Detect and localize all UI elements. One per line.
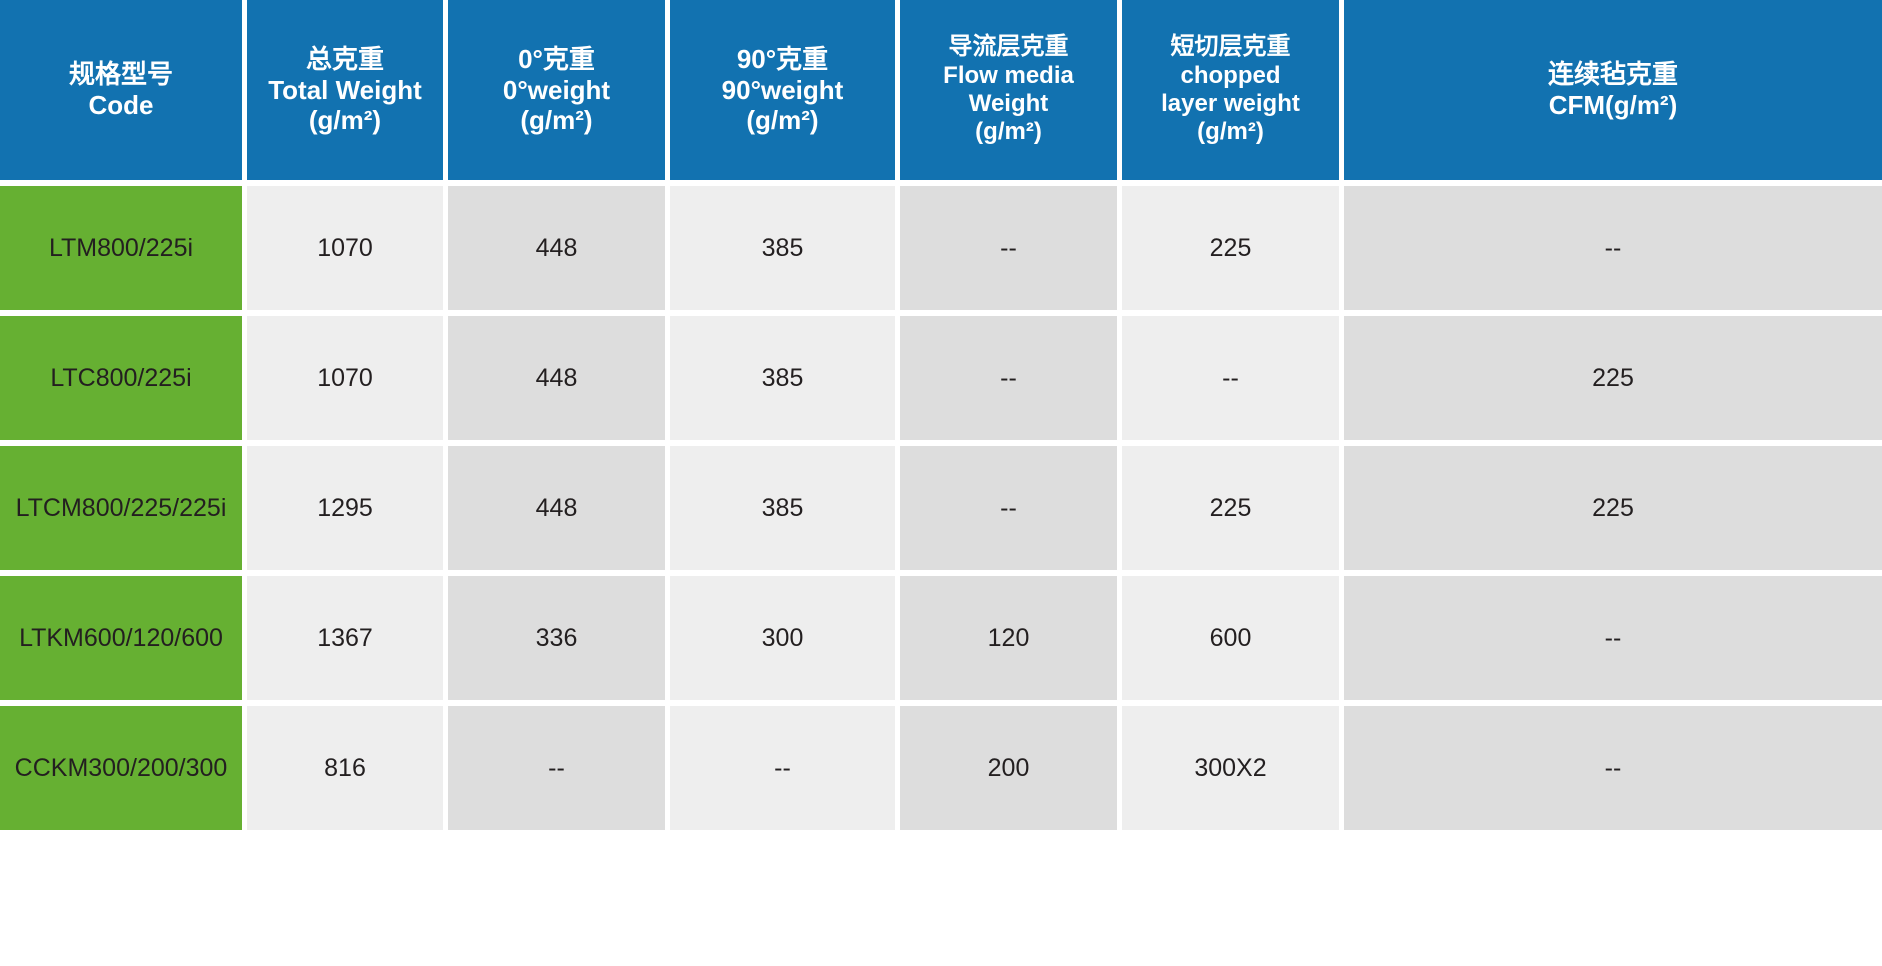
cell-code: LTC800/225i	[0, 316, 247, 446]
cell-chopped-layer-weight: 300X2	[1122, 706, 1344, 836]
column-header-90deg-weight-line-2: 90°weight	[721, 74, 844, 105]
cell-chopped-layer-weight: 225	[1122, 446, 1344, 576]
cell-0deg-weight: 448	[448, 446, 670, 576]
column-header-chopped-layer-weight: 短切层克重 chopped layer weight (g/m²)	[1122, 0, 1344, 186]
cell-flow-media-weight: --	[900, 316, 1122, 446]
column-header-flow-media-weight-line-1: 导流层克重	[948, 33, 1069, 61]
cell-total-weight: 816	[247, 706, 448, 836]
column-header-0deg-weight: 0°克重 0°weight (g/m²)	[448, 0, 670, 186]
table-row: LTC800/225i 1070 448 385 -- -- 225	[0, 316, 1882, 446]
cell-90deg-weight: 300	[670, 576, 900, 706]
table-header: 规格型号 Code 总克重 Total Weight (g/m²) 0°克重 0…	[0, 0, 1882, 186]
column-header-cfm-line-1: 连续毡克重	[1547, 59, 1678, 90]
column-header-flow-media-weight-line-3: Weight	[968, 90, 1049, 117]
cell-0deg-weight: 448	[448, 316, 670, 446]
cell-chopped-layer-weight: --	[1122, 316, 1344, 446]
column-header-90deg-weight: 90°克重 90°weight (g/m²)	[670, 0, 900, 186]
cell-90deg-weight: 385	[670, 316, 900, 446]
column-header-0deg-weight-line-1: 0°克重	[518, 43, 595, 74]
table-row: LTCM800/225/225i 1295 448 385 -- 225 225	[0, 446, 1882, 576]
column-header-flow-media-weight-line-4: (g/m²)	[975, 118, 1042, 146]
cell-cfm: --	[1344, 186, 1882, 316]
column-header-code: 规格型号 Code	[0, 0, 247, 186]
cell-90deg-weight: --	[670, 706, 900, 836]
cell-0deg-weight: 448	[448, 186, 670, 316]
cell-cfm: 225	[1344, 316, 1882, 446]
table-row: CCKM300/200/300 816 -- -- 200 300X2 --	[0, 706, 1882, 836]
column-header-total-weight-line-1: 总克重	[305, 43, 384, 74]
cell-flow-media-weight: --	[900, 186, 1122, 316]
column-header-chopped-layer-weight-line-3: layer weight	[1161, 90, 1300, 117]
column-header-cfm-line-2: CFM(g/m²)	[1548, 90, 1678, 120]
column-header-total-weight-line-3: (g/m²)	[308, 105, 382, 136]
column-header-90deg-weight-line-1: 90°克重	[736, 43, 829, 74]
table-body: LTM800/225i 1070 448 385 -- 225 -- LTC80…	[0, 186, 1882, 836]
column-header-code-line-1: 规格型号	[68, 59, 173, 90]
cell-flow-media-weight: 200	[900, 706, 1122, 836]
column-header-total-weight-line-2: Total Weight	[268, 74, 422, 105]
cell-total-weight: 1367	[247, 576, 448, 706]
column-header-chopped-layer-weight-line-1: 短切层克重	[1170, 33, 1291, 61]
column-header-90deg-weight-line-3: (g/m²)	[746, 105, 819, 136]
column-header-total-weight: 总克重 Total Weight (g/m²)	[247, 0, 448, 186]
header-row: 规格型号 Code 总克重 Total Weight (g/m²) 0°克重 0…	[0, 0, 1882, 186]
cell-code: CCKM300/200/300	[0, 706, 247, 836]
cell-total-weight: 1295	[247, 446, 448, 576]
column-header-chopped-layer-weight-line-4: (g/m²)	[1197, 118, 1264, 146]
column-header-code-line-2: Code	[88, 90, 154, 120]
cell-cfm: 225	[1344, 446, 1882, 576]
cell-flow-media-weight: 120	[900, 576, 1122, 706]
cell-cfm: --	[1344, 576, 1882, 706]
cell-code: LTKM600/120/600	[0, 576, 247, 706]
table-row: LTM800/225i 1070 448 385 -- 225 --	[0, 186, 1882, 316]
column-header-0deg-weight-line-2: 0°weight	[502, 74, 611, 105]
column-header-cfm: 连续毡克重 CFM(g/m²)	[1344, 0, 1882, 186]
column-header-flow-media-weight-line-2: Flow media	[943, 61, 1074, 89]
cell-0deg-weight: 336	[448, 576, 670, 706]
column-header-flow-media-weight: 导流层克重 Flow media Weight (g/m²)	[900, 0, 1122, 186]
column-header-0deg-weight-line-3: (g/m²)	[520, 105, 593, 136]
column-header-chopped-layer-weight-line-2: chopped	[1180, 61, 1281, 89]
cell-cfm: --	[1344, 706, 1882, 836]
fabric-specification-table: 规格型号 Code 总克重 Total Weight (g/m²) 0°克重 0…	[0, 0, 1882, 836]
cell-total-weight: 1070	[247, 316, 448, 446]
cell-90deg-weight: 385	[670, 186, 900, 316]
cell-code: LTM800/225i	[0, 186, 247, 316]
cell-chopped-layer-weight: 225	[1122, 186, 1344, 316]
cell-code: LTCM800/225/225i	[0, 446, 247, 576]
cell-0deg-weight: --	[448, 706, 670, 836]
cell-90deg-weight: 385	[670, 446, 900, 576]
cell-flow-media-weight: --	[900, 446, 1122, 576]
table-row: LTKM600/120/600 1367 336 300 120 600 --	[0, 576, 1882, 706]
cell-total-weight: 1070	[247, 186, 448, 316]
cell-chopped-layer-weight: 600	[1122, 576, 1344, 706]
